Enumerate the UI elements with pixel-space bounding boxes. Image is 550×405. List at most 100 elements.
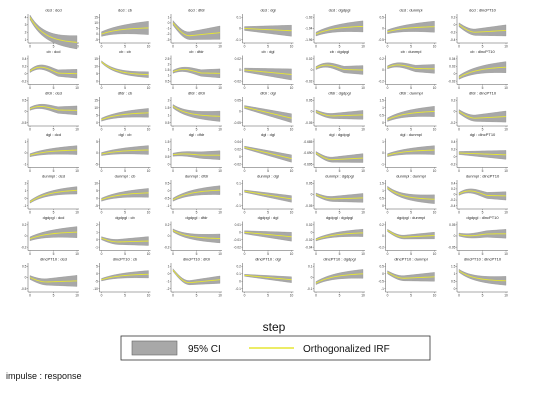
- irf-line: [458, 152, 507, 156]
- legend-ci-label: 95% CI: [188, 344, 221, 355]
- y-tick-label: 2.5: [165, 57, 170, 61]
- y-tick-label: 0: [96, 272, 98, 276]
- panel-title: dlncPT10 : cb: [113, 257, 138, 262]
- irf-line: [172, 230, 221, 239]
- x-tick-label: 0: [244, 169, 246, 173]
- y-tick-label: -2: [167, 32, 170, 36]
- x-tick-label: 5: [339, 86, 341, 90]
- x-tick-label: 10: [147, 45, 151, 49]
- x-tick-label: 10: [361, 45, 365, 49]
- y-tick-label: 0.5: [165, 155, 170, 159]
- irf-panel: dfdr : dfdr 2 1.5 1 0.50 5 10: [165, 91, 222, 132]
- y-tick-label: 1: [96, 230, 98, 234]
- irf-line: [29, 277, 78, 283]
- x-tick-label: 10: [290, 211, 294, 215]
- x-tick-label: 10: [433, 86, 437, 90]
- panel-title: dlncPT10 : dcd: [40, 257, 67, 262]
- x-tick-label: 5: [267, 86, 269, 90]
- x-tick-label: 5: [124, 294, 126, 298]
- panel-title: dlncPT10 : dgl: [255, 257, 281, 262]
- irf-line: [29, 149, 78, 156]
- irf-line: [29, 17, 78, 43]
- ci-band: [244, 24, 292, 37]
- x-tick-label: 10: [361, 211, 365, 215]
- x-tick-label: 0: [244, 294, 246, 298]
- irf-line: [244, 274, 292, 281]
- panel-title: dcd : cb: [118, 8, 133, 13]
- y-tick-label: 0.2: [451, 15, 456, 19]
- irf-panel: dfdr : dunmpl 1.5 1 0.5 00 5 10: [379, 91, 437, 132]
- y-tick-label: -0.02: [305, 238, 312, 242]
- x-tick-label: 0: [172, 211, 174, 215]
- y-tick-label: 0: [382, 204, 384, 208]
- y-tick-label: 4: [25, 15, 27, 19]
- y-tick-label: 0: [168, 21, 170, 25]
- y-tick-label: 2: [25, 30, 27, 34]
- irf-line: [244, 190, 292, 200]
- x-tick-label: 5: [482, 294, 484, 298]
- y-tick-label: -3: [167, 38, 170, 42]
- y-tick-label: 1: [168, 74, 170, 78]
- y-tick-label: 0.04: [235, 140, 241, 144]
- panel-title: dlncPT10 : dfdr: [183, 257, 211, 262]
- y-tick-label: -0.1: [235, 38, 241, 42]
- irf-line: [101, 273, 149, 281]
- x-tick-label: 0: [244, 86, 246, 90]
- x-tick-label: 5: [482, 86, 484, 90]
- y-tick-label: 5: [96, 72, 98, 76]
- panel-title: cb : dcd: [46, 49, 60, 54]
- ci-band: [387, 106, 435, 122]
- y-tick-label: 15: [94, 57, 98, 61]
- irf-line: [244, 231, 292, 238]
- irf-line: [458, 66, 507, 78]
- irf-line: [458, 111, 507, 119]
- y-tick-label: 0.5: [451, 279, 456, 283]
- irf-line: [315, 232, 364, 241]
- x-tick-label: 5: [339, 169, 341, 173]
- y-tick-label: 0.5: [165, 79, 170, 83]
- ci-band: [29, 14, 78, 50]
- x-tick-label: 0: [244, 45, 246, 49]
- y-tick-label: 0: [25, 196, 27, 200]
- y-tick-label: -0.1: [235, 287, 241, 291]
- panel-title: dlncPT10 : dunmpl: [394, 257, 427, 262]
- x-tick-label: 5: [196, 45, 198, 49]
- x-tick-label: 0: [315, 211, 317, 215]
- y-tick-label: -1: [167, 279, 170, 283]
- y-tick-label: 0: [168, 162, 170, 166]
- y-tick-label: 0: [239, 279, 241, 283]
- panel-title: dgl : dunmpl: [400, 132, 422, 137]
- x-tick-label: 10: [504, 252, 508, 256]
- y-tick-label: 0.1: [236, 15, 241, 19]
- panel-title: dgdpgl : dfdr: [185, 215, 208, 220]
- y-tick-label: 1: [382, 140, 384, 144]
- y-tick-label: 0.5: [165, 121, 170, 125]
- y-tick-label: 2: [168, 98, 170, 102]
- irf-line: [387, 64, 435, 70]
- y-tick-label: -0.02: [234, 162, 241, 166]
- irf-panel: dcd : dcd43210510: [25, 8, 79, 50]
- irf-line: [458, 233, 507, 237]
- footnote: impulse : response: [6, 371, 82, 381]
- y-tick-label: 0.2: [379, 223, 384, 227]
- y-tick-label: -1: [24, 162, 27, 166]
- panel-title: dunmpl : dunmpl: [396, 174, 426, 179]
- y-tick-label: 0: [239, 27, 241, 31]
- irf-line: [244, 106, 292, 119]
- y-tick-label: -0.05: [234, 121, 241, 125]
- y-tick-label: 2: [96, 223, 98, 227]
- panel-title: dunmpl : cb: [115, 174, 136, 179]
- x-tick-label: 10: [75, 169, 79, 173]
- x-tick-label: 0: [387, 45, 389, 49]
- panel-title: dfdr : dgdpgl: [328, 91, 350, 96]
- panel-title: dgl : cb: [119, 132, 133, 137]
- ci-band: [387, 185, 435, 204]
- x-tick-label: 10: [290, 294, 294, 298]
